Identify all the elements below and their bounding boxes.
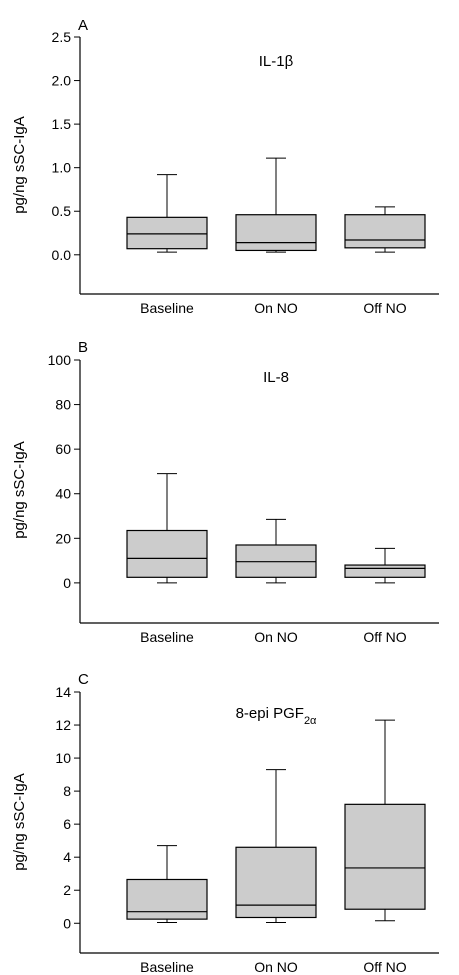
category-label: Off NO	[363, 300, 406, 316]
y-tick-label: 0.5	[52, 203, 72, 219]
y-tick-label: 100	[48, 352, 72, 368]
y-tick-label: 40	[55, 486, 71, 502]
category-label: Off NO	[363, 959, 406, 975]
y-axis-label: pg/ng sSC-IgA	[11, 441, 28, 539]
box-iqr	[344, 803, 426, 910]
panel-label: C	[78, 671, 89, 688]
y-tick-label: 12	[55, 717, 71, 733]
y-tick-label: 10	[55, 750, 71, 766]
box-iqr	[235, 214, 317, 252]
category-label: On NO	[254, 300, 298, 316]
y-tick-label: 60	[55, 441, 71, 457]
y-axis-label: pg/ng sSC-IgA	[11, 116, 28, 214]
category-label: On NO	[254, 629, 298, 645]
y-tick-label: 2.5	[52, 29, 72, 45]
y-tick-label: 14	[55, 684, 71, 700]
box-iqr	[344, 214, 426, 249]
y-tick-label: 8	[63, 783, 71, 799]
y-tick-label: 80	[55, 397, 71, 413]
category-label: On NO	[254, 959, 298, 975]
box-iqr	[344, 564, 426, 578]
y-axis-label: pg/ng sSC-IgA	[11, 773, 28, 871]
box-iqr	[235, 846, 317, 919]
panel-title: IL-1β	[259, 53, 294, 70]
y-tick-label: 2	[63, 882, 71, 898]
panel-label: A	[78, 17, 88, 34]
category-label: Off NO	[363, 629, 406, 645]
y-tick-label: 20	[55, 530, 71, 546]
category-label: Baseline	[140, 629, 194, 645]
y-tick-label: 2.0	[52, 73, 72, 89]
y-tick-label: 1.0	[52, 160, 72, 176]
box-iqr	[126, 216, 208, 250]
box-iqr	[126, 529, 208, 578]
y-tick-label: 6	[63, 816, 71, 832]
panel-title: IL-8	[263, 369, 289, 386]
y-tick-label: 0	[63, 575, 71, 591]
panel-title: 8-epi PGF2α	[236, 705, 317, 727]
y-tick-label: 4	[63, 849, 71, 865]
category-label: Baseline	[140, 300, 194, 316]
y-tick-label: 1.5	[52, 116, 72, 132]
box-iqr	[126, 878, 208, 920]
panel-label: B	[78, 339, 88, 356]
y-tick-label: 0.0	[52, 247, 72, 263]
y-tick-label: 0	[63, 915, 71, 931]
category-label: Baseline	[140, 959, 194, 975]
